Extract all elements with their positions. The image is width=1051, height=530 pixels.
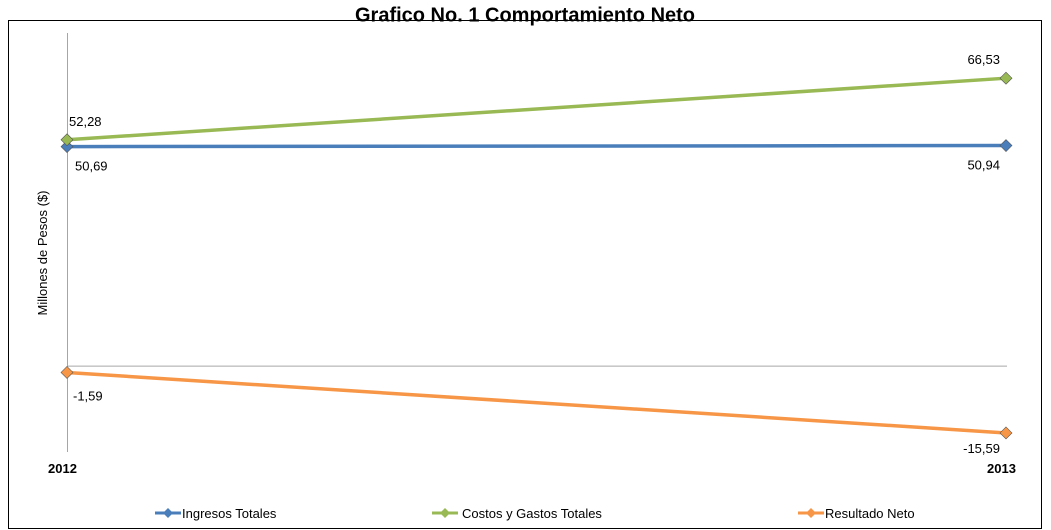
data-point-ingresos-totales-2013[interactable] (999, 139, 1013, 152)
series-line-resultado-neto (66, 370, 1007, 435)
legend-marker-costos-y-gastos-totales (440, 508, 450, 518)
data-label-costos-y-gastos-totales-2013: 66,53 (967, 52, 1000, 67)
chart-frame (8, 20, 1042, 529)
data-label-resultado-neto-2012: -1,59 (73, 388, 103, 403)
legend-label-ingresos-totales: Ingresos Totales (182, 506, 277, 521)
data-label-resultado-neto-2013: -15,59 (963, 441, 1000, 456)
series-line-costos-y-gastos-totales (66, 76, 1007, 142)
series-layer: 50,69 50,94 52,28 66,53 -1,59 -15,59 (60, 52, 1013, 456)
x-tick-label-2013: 2013 (987, 461, 1016, 476)
legend-label-costos-y-gastos-totales: Costos y Gastos Totales (462, 506, 602, 521)
data-label-costos-y-gastos-totales-2012: 52,28 (69, 114, 102, 129)
legend-label-resultado-neto: Resultado Neto (825, 506, 915, 521)
chart-title: Grafico No. 1 Comportamiento Neto (355, 5, 695, 27)
data-label-ingresos-totales-2013: 50,94 (967, 158, 1000, 173)
legend-item-ingresos-totales[interactable]: Ingresos Totales (155, 506, 277, 521)
data-point-costos-y-gastos-totales-2013[interactable] (999, 71, 1013, 85)
y-axis-label: Millones de Pesos ($) (35, 191, 50, 316)
series-line-ingresos-totales (66, 143, 1007, 149)
legend-item-resultado-neto[interactable]: Resultado Neto (798, 506, 915, 521)
x-tick-label-2012: 2012 (48, 461, 77, 476)
legend-marker-resultado-neto (806, 508, 816, 518)
data-point-resultado-neto-2012[interactable] (60, 366, 74, 379)
legend-marker-ingresos-totales (163, 508, 173, 518)
data-label-ingresos-totales-2012: 50,69 (75, 159, 108, 174)
legend: Ingresos Totales Costos y Gastos Totales… (155, 506, 915, 521)
data-point-ingresos-totales-2012[interactable] (60, 140, 74, 154)
legend-item-costos-y-gastos-totales[interactable]: Costos y Gastos Totales (432, 506, 602, 521)
data-point-resultado-neto-2013[interactable] (999, 426, 1013, 440)
data-point-costos-y-gastos-totales-2012[interactable] (60, 133, 74, 147)
